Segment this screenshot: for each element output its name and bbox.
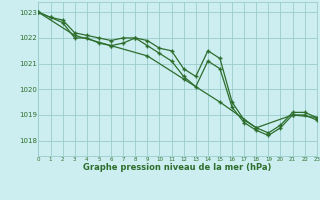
- X-axis label: Graphe pression niveau de la mer (hPa): Graphe pression niveau de la mer (hPa): [84, 163, 272, 172]
